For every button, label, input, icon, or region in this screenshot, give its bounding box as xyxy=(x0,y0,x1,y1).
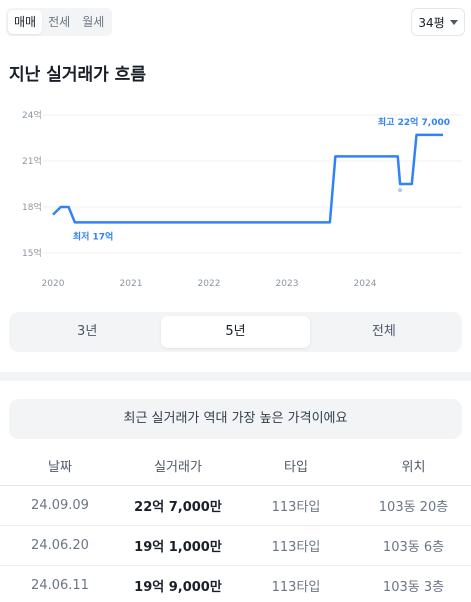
price-line xyxy=(52,133,443,224)
row-date: 24.09.09 xyxy=(31,498,89,513)
row-date: 24.06.11 xyxy=(31,578,89,593)
transactions-table: 날짜 실거래가 타입 위치 24.09.09 22억 7,000만 113타입 … xyxy=(0,446,471,602)
page-title: 지난 실거래가 흐름 xyxy=(9,65,146,85)
header-type: 타입 xyxy=(284,460,308,475)
tab-monthly-rent[interactable]: 월세 xyxy=(82,15,105,29)
header-price: 실거래가 xyxy=(154,460,202,475)
price-notice: 최근 실거래가 역대 가장 높은 가격이에요 xyxy=(9,399,462,439)
trade-type-tabs: 매매 전세 월세 xyxy=(6,8,113,36)
y-tick-label: 21억 xyxy=(22,155,42,167)
table-row[interactable]: 24.06.11 19억 9,000만 113타입 103동 3층 xyxy=(0,566,471,602)
chevron-down-icon xyxy=(449,19,458,25)
period-all-button[interactable]: 전체 xyxy=(371,324,396,339)
section-divider xyxy=(0,372,471,381)
y-tick-label: 24억 xyxy=(22,109,42,121)
row-type: 113타입 xyxy=(271,540,321,555)
row-type: 113타입 xyxy=(271,500,321,515)
max-price-label: 최고 22억 7,000 xyxy=(378,116,450,128)
size-dropdown[interactable]: 34평 xyxy=(411,8,465,36)
transaction-point xyxy=(398,188,403,193)
tab-jeonse[interactable]: 전세 xyxy=(48,15,71,29)
row-location: 103동 6층 xyxy=(382,540,445,555)
min-price-label: 최저 17억 xyxy=(73,230,114,242)
price-trend-chart: 24억 21억 18억 15억 2020 2021 2022 2023 2024 최저 17억 최고… xyxy=(0,100,471,300)
table-row[interactable]: 24.06.20 19억 1,000만 113타입 103동 6층 xyxy=(0,526,471,566)
row-date: 24.06.20 xyxy=(31,538,89,553)
row-location: 103동 3층 xyxy=(382,580,445,595)
header-date: 날짜 xyxy=(48,460,72,475)
row-location: 103동 20층 xyxy=(378,500,449,515)
x-tick-label: 2023 xyxy=(276,279,299,289)
x-tick-label: 2022 xyxy=(198,279,221,289)
period-selector: 3년 5년 전체 xyxy=(9,312,462,352)
period-5y-button[interactable]: 5년 xyxy=(161,316,310,348)
row-price: 19억 1,000만 xyxy=(134,540,222,555)
table-row[interactable]: 24.09.09 22억 7,000만 113타입 103동 20층 xyxy=(0,486,471,526)
table-header: 날짜 실거래가 타입 위치 xyxy=(0,446,471,486)
header-location: 위치 xyxy=(401,460,426,475)
row-price: 19억 9,000만 xyxy=(134,580,222,595)
top-bar: 매매 전세 월세 34평 xyxy=(0,0,471,46)
size-value: 34평 xyxy=(418,15,445,30)
period-3y-button[interactable]: 3년 xyxy=(77,324,98,339)
x-tick-label: 2021 xyxy=(120,279,143,289)
x-tick-label: 2020 xyxy=(42,279,65,289)
y-tick-label: 18억 xyxy=(22,201,42,213)
chart-svg: 24억 21억 18억 15억 2020 2021 2022 2023 2024 최저 17억 최고… xyxy=(22,109,462,289)
row-price: 22억 7,000만 xyxy=(134,500,222,515)
tab-sale[interactable]: 매매 xyxy=(8,10,43,34)
x-tick-label: 2024 xyxy=(354,279,377,289)
y-tick-label: 15억 xyxy=(22,247,42,259)
row-type: 113타입 xyxy=(271,580,321,595)
